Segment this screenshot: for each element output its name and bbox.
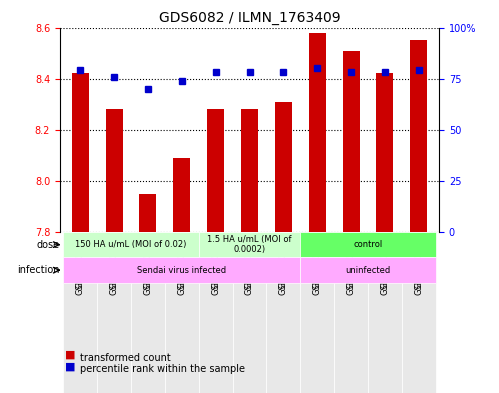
Text: GSM1642341: GSM1642341 [313, 239, 322, 295]
FancyBboxPatch shape [131, 237, 165, 393]
FancyBboxPatch shape [368, 237, 402, 393]
Bar [275, 101, 292, 232]
FancyBboxPatch shape [334, 237, 368, 393]
Bar [72, 73, 89, 232]
Text: GSM1642343: GSM1642343 [347, 237, 356, 288]
Text: 150 HA u/mL (MOI of 0.02): 150 HA u/mL (MOI of 0.02) [75, 240, 187, 249]
Text: GSM1642347: GSM1642347 [279, 239, 288, 295]
Text: GSM1642347: GSM1642347 [279, 237, 288, 288]
FancyBboxPatch shape [300, 232, 436, 257]
Bar [139, 193, 156, 232]
Bar [343, 51, 360, 232]
Text: ■: ■ [65, 362, 75, 371]
FancyBboxPatch shape [165, 237, 199, 393]
Bar [241, 109, 258, 232]
Text: GSM1642340: GSM1642340 [76, 237, 85, 288]
Text: GSM1642342: GSM1642342 [110, 237, 119, 288]
Text: percentile rank within the sample: percentile rank within the sample [80, 364, 245, 375]
Bar [207, 109, 224, 232]
Bar [173, 158, 190, 232]
Text: Sendai virus infected: Sendai virus infected [137, 266, 227, 275]
Text: dose: dose [36, 240, 59, 250]
FancyBboxPatch shape [97, 237, 131, 393]
Bar [309, 33, 326, 232]
Text: infection: infection [16, 265, 59, 275]
Title: GDS6082 / ILMN_1763409: GDS6082 / ILMN_1763409 [159, 11, 340, 25]
Text: GSM1642349: GSM1642349 [414, 239, 423, 295]
Text: GSM1642345: GSM1642345 [143, 237, 152, 288]
Text: GSM1642344: GSM1642344 [245, 237, 254, 288]
Text: GSM1642339: GSM1642339 [211, 237, 220, 288]
FancyBboxPatch shape [63, 232, 199, 257]
Text: GSM1642348: GSM1642348 [177, 237, 186, 288]
Text: GSM1642340: GSM1642340 [76, 239, 85, 295]
FancyBboxPatch shape [63, 237, 97, 393]
Text: GSM1642349: GSM1642349 [414, 237, 423, 288]
Text: uninfected: uninfected [345, 266, 391, 275]
Bar [410, 40, 427, 232]
FancyBboxPatch shape [63, 257, 300, 283]
Text: transformed count: transformed count [80, 353, 171, 363]
FancyBboxPatch shape [199, 237, 233, 393]
Text: GSM1642345: GSM1642345 [143, 239, 152, 295]
FancyBboxPatch shape [266, 237, 300, 393]
FancyBboxPatch shape [300, 237, 334, 393]
FancyBboxPatch shape [233, 237, 266, 393]
FancyBboxPatch shape [300, 257, 436, 283]
Text: GSM1642346: GSM1642346 [380, 239, 389, 295]
Text: GSM1642339: GSM1642339 [211, 239, 220, 295]
FancyBboxPatch shape [402, 237, 436, 393]
Text: 1.5 HA u/mL (MOI of
0.0002): 1.5 HA u/mL (MOI of 0.0002) [207, 235, 292, 254]
FancyBboxPatch shape [199, 232, 300, 257]
Text: GSM1642341: GSM1642341 [313, 237, 322, 288]
Text: ■: ■ [65, 350, 75, 360]
Text: GSM1642344: GSM1642344 [245, 239, 254, 295]
Text: control: control [353, 240, 383, 249]
Bar [376, 73, 393, 232]
Text: GSM1642342: GSM1642342 [110, 239, 119, 295]
Bar [106, 109, 123, 232]
Text: GSM1642346: GSM1642346 [380, 237, 389, 288]
Text: GSM1642348: GSM1642348 [177, 239, 186, 295]
Text: GSM1642343: GSM1642343 [347, 239, 356, 295]
